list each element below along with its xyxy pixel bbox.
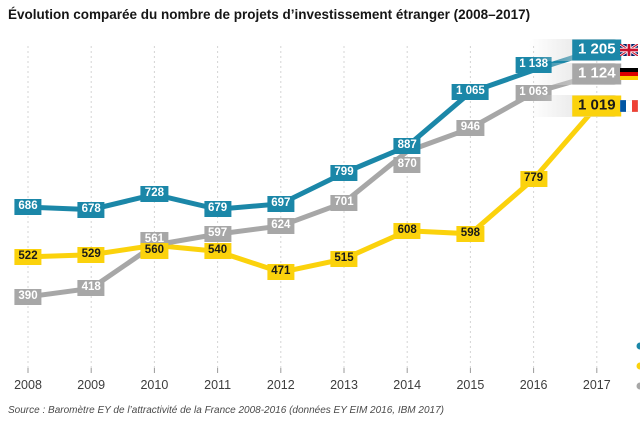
data-label-uk-2010: 728: [140, 186, 168, 203]
cropped-edge-marker-uk: [636, 342, 640, 350]
cropped-edge-marker-germany: [636, 382, 640, 390]
data-label-france-2011: 540: [204, 243, 232, 260]
data-label-uk-2013: 799: [330, 164, 358, 181]
data-label-france-2014: 608: [393, 222, 421, 239]
x-axis-label-2015: 2015: [456, 378, 485, 392]
series-line-uk: [27, 47, 598, 213]
data-label-germany-2012: 624: [267, 217, 295, 234]
chart-title: Évolution comparée du nombre de projets …: [8, 7, 531, 22]
data-label-france-2009: 529: [77, 246, 105, 263]
data-label-france-2010: 560: [140, 243, 168, 260]
data-label-uk-2012: 697: [267, 195, 295, 212]
cropped-edge-marker-france: [636, 362, 640, 370]
x-axis-label-2010: 2010: [140, 378, 169, 392]
x-axis-label-2014: 2014: [393, 378, 422, 392]
x-axis-label-2016: 2016: [519, 378, 548, 392]
series-line-germany: [27, 72, 598, 300]
data-label-germany-2013: 701: [330, 194, 358, 211]
uk-flag-icon: [619, 42, 639, 57]
data-label-uk-2016: 1 138: [515, 57, 552, 74]
data-label-uk-2008: 686: [14, 199, 42, 216]
data-label-uk-2015: 1 065: [452, 84, 489, 101]
data-label-germany-2015: 946: [456, 120, 484, 137]
data-label-uk-2009: 678: [77, 201, 105, 218]
data-label-uk-2011: 679: [204, 201, 232, 218]
data-label-germany-2008: 390: [14, 288, 42, 305]
source-note: Source : Baromètre EY de l’attractivité …: [8, 405, 444, 416]
x-axis-label-2008: 2008: [14, 378, 42, 392]
x-axis-label-2017: 2017: [582, 378, 611, 392]
x-axis-label-2009: 2009: [77, 378, 106, 392]
data-label-france-2016: 779: [520, 170, 548, 187]
data-label-germany-2011: 597: [204, 226, 232, 243]
final-label-uk-2017: 1 205: [572, 39, 622, 61]
france-flag-icon: [619, 100, 639, 113]
data-label-france-2015: 598: [456, 225, 484, 242]
x-axis-label-2013: 2013: [330, 378, 358, 392]
data-label-germany-2009: 418: [77, 280, 105, 297]
data-label-france-2008: 522: [14, 248, 42, 265]
data-label-france-2012: 471: [267, 264, 295, 281]
final-label-germany-2017: 1 124: [572, 63, 622, 85]
x-axis-label-2011: 2011: [204, 378, 232, 392]
data-label-france-2013: 515: [330, 250, 358, 267]
data-label-uk-2014: 887: [393, 138, 421, 155]
final-label-france-2017: 1 019: [572, 95, 622, 117]
germany-flag-icon: [620, 68, 638, 81]
data-label-germany-2014: 870: [393, 157, 421, 174]
series-line-france: [27, 104, 599, 275]
x-axis-label-2012: 2012: [266, 378, 295, 392]
